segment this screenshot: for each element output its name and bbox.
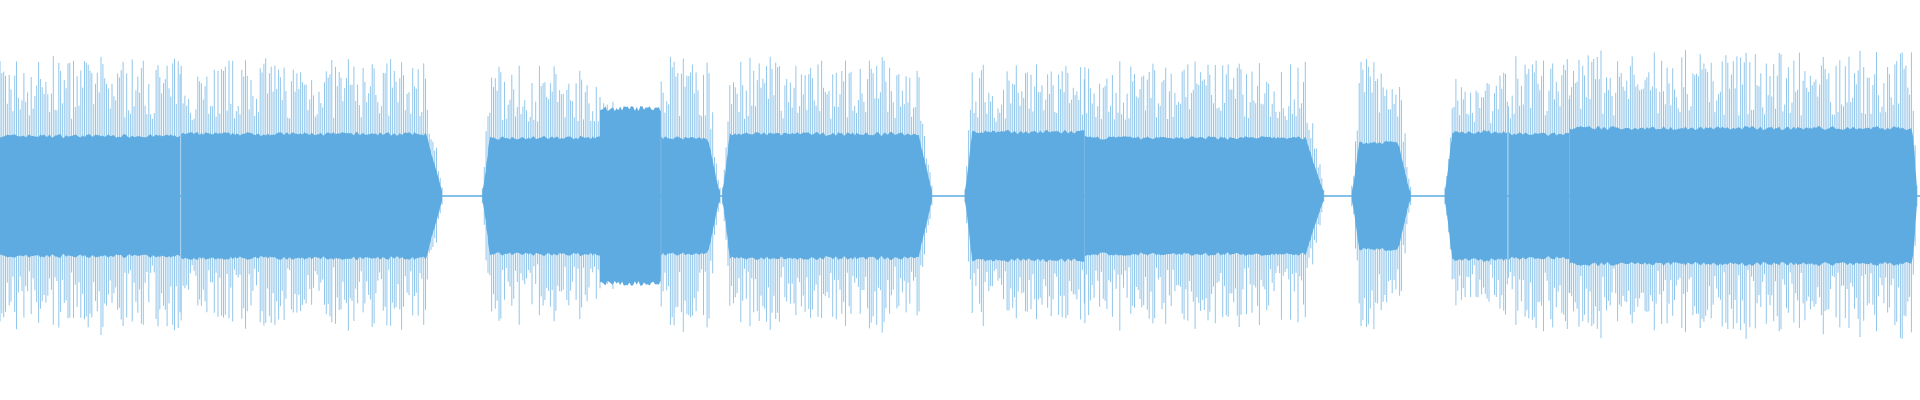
waveform-body — [1084, 136, 1324, 256]
waveform-body — [722, 132, 932, 260]
waveform-body — [482, 136, 600, 256]
waveform-body — [1569, 126, 1917, 266]
waveform-body — [661, 136, 720, 256]
waveform-body — [0, 134, 180, 258]
waveform-core — [0, 106, 1920, 286]
waveform-body — [600, 106, 661, 286]
waveform-body — [181, 132, 442, 260]
waveform-body — [964, 130, 1085, 262]
waveform-body — [1444, 130, 1508, 262]
waveform-body — [1351, 141, 1411, 251]
waveform-body — [1508, 132, 1570, 260]
